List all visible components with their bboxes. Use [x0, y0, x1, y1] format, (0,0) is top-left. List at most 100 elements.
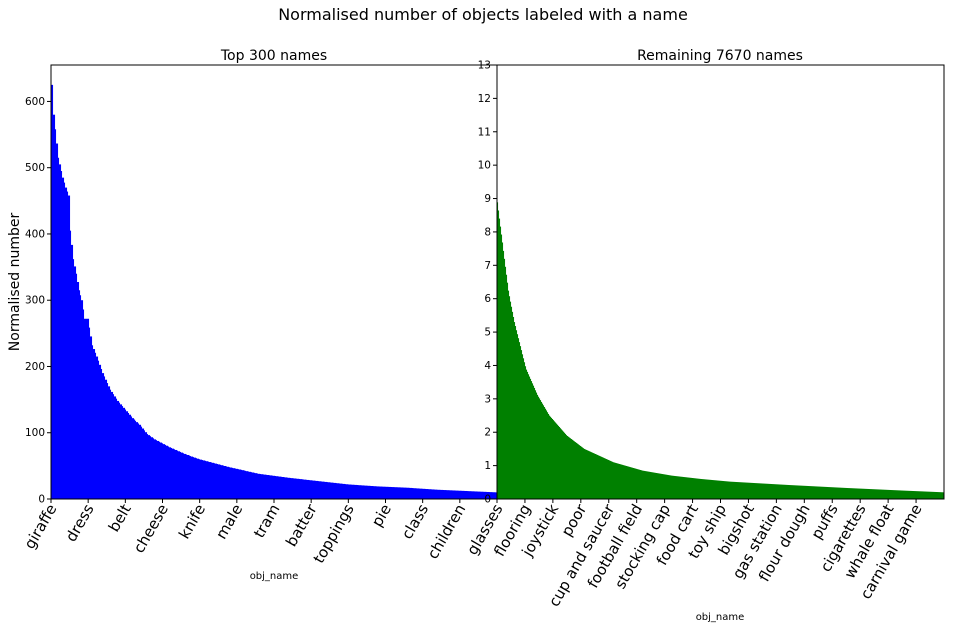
right-bar	[860, 488, 862, 499]
left-bar	[74, 266, 76, 499]
left-bar	[189, 455, 191, 499]
left-bar	[481, 491, 483, 499]
right-bar	[681, 476, 683, 499]
right-bar	[800, 485, 802, 499]
left-bar	[435, 489, 437, 499]
left-bar	[400, 487, 402, 499]
right-bar	[907, 490, 909, 499]
left-bar	[344, 483, 346, 499]
left-ytick-label: 100	[25, 427, 45, 439]
left-bar	[60, 164, 62, 499]
left-bar	[124, 407, 126, 499]
left-bar	[346, 484, 348, 499]
left-bar	[252, 472, 254, 499]
left-bar	[223, 465, 225, 499]
left-bar	[372, 486, 374, 499]
left-bar	[63, 177, 65, 499]
right-ytick-label: 9	[484, 193, 491, 205]
left-bar	[196, 458, 198, 499]
right-bar	[647, 471, 649, 499]
right-bar	[600, 456, 602, 499]
right-bar	[816, 486, 818, 499]
right-bar	[633, 467, 635, 499]
right-bar	[498, 210, 500, 499]
right-bar	[810, 486, 812, 499]
left-bar	[201, 459, 203, 499]
left-bar	[71, 244, 73, 499]
right-bar	[664, 474, 666, 499]
left-bar	[234, 468, 236, 499]
left-bar	[242, 470, 244, 499]
left-bar	[277, 476, 279, 499]
left-bar	[155, 439, 157, 499]
left-bar	[85, 318, 87, 499]
right-bar	[789, 485, 791, 499]
right-bar	[751, 482, 753, 499]
right-bar	[915, 491, 917, 499]
right-bar	[608, 459, 610, 499]
left-bar	[413, 488, 415, 499]
right-bar	[527, 371, 529, 499]
right-bar	[746, 482, 748, 499]
right-bar	[618, 463, 620, 499]
left-bar	[66, 187, 68, 499]
left-bar	[128, 413, 130, 499]
right-bar	[696, 478, 698, 499]
right-bar	[590, 451, 592, 499]
left-bar	[265, 474, 267, 499]
left-bar	[451, 490, 453, 499]
right-bar	[903, 490, 905, 499]
left-bar	[172, 448, 174, 499]
right-bar	[894, 490, 896, 499]
left-bar	[255, 473, 257, 499]
right-bar	[848, 488, 850, 499]
right-bar	[760, 483, 762, 499]
right-bar	[900, 490, 902, 499]
left-bar	[248, 471, 250, 499]
left-bar	[339, 483, 341, 499]
right-bar	[747, 482, 749, 499]
left-bar	[114, 396, 116, 499]
left-bar	[306, 479, 308, 499]
left-bar	[127, 411, 129, 499]
right-bar	[926, 491, 928, 499]
left-bar	[465, 490, 467, 499]
left-bar	[123, 407, 125, 499]
right-bar	[587, 450, 589, 499]
left-bar	[148, 435, 150, 499]
right-bar	[892, 490, 894, 499]
left-bar	[490, 492, 492, 499]
right-bar	[724, 481, 726, 499]
left-bar	[224, 466, 226, 499]
right-bar	[565, 433, 567, 499]
right-bar	[613, 462, 615, 499]
right-bar	[540, 400, 542, 499]
left-bar	[118, 400, 120, 499]
right-bar	[796, 485, 798, 499]
left-bar	[353, 484, 355, 499]
left-bar	[430, 489, 432, 499]
left-bar	[414, 488, 416, 499]
right-bar	[595, 454, 597, 499]
left-bar	[398, 487, 400, 499]
right-bar	[834, 487, 836, 499]
right-bar	[843, 487, 845, 499]
right-bar	[557, 424, 559, 499]
left-bar	[84, 318, 86, 499]
right-bar	[645, 471, 647, 499]
right-bar	[606, 459, 608, 499]
left-bar	[241, 469, 243, 499]
right-bar	[695, 478, 697, 499]
left-bar	[67, 191, 69, 499]
left-bar	[362, 485, 364, 499]
right-bar	[898, 490, 900, 499]
left-bar	[368, 485, 370, 499]
left-ytick-label: 200	[25, 361, 45, 373]
left-bar	[298, 478, 300, 499]
right-bar	[675, 476, 677, 499]
right-bar	[537, 394, 539, 499]
left-bar	[142, 428, 144, 499]
right-bar	[811, 486, 813, 499]
left-bar	[276, 476, 278, 499]
